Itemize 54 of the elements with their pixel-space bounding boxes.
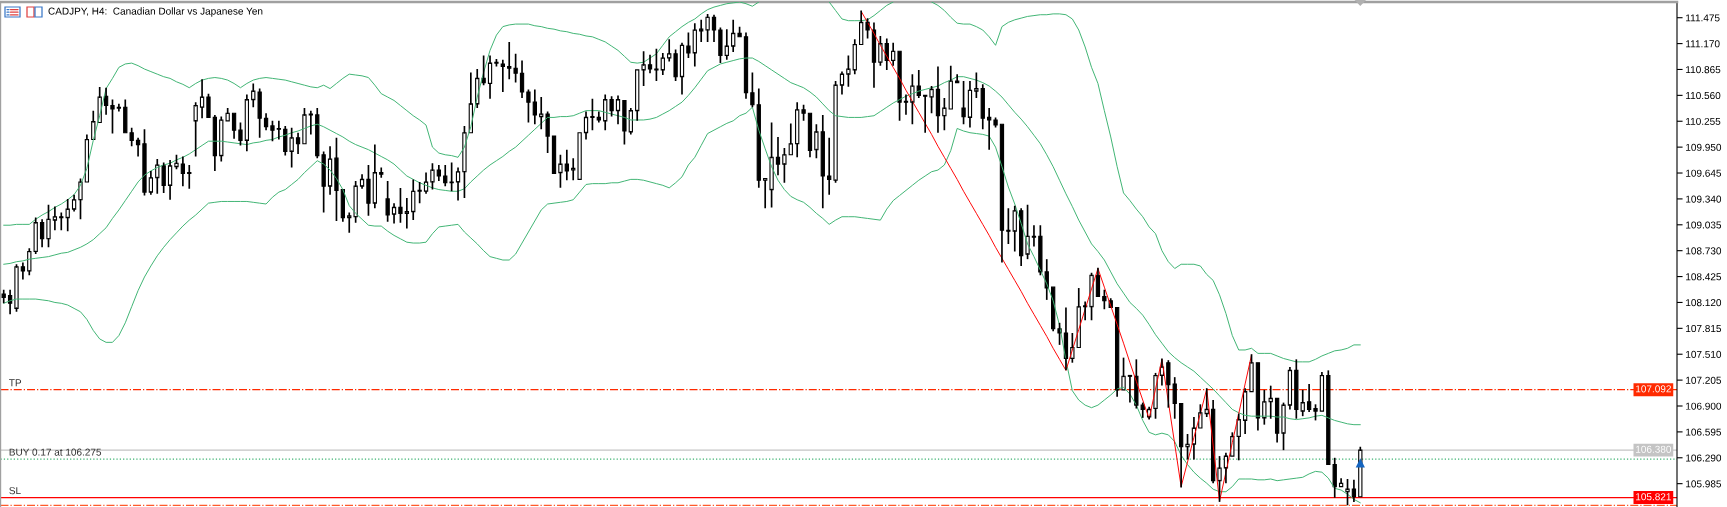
candlestick [334,137,339,221]
candlestick [1,289,6,304]
y-tick-label: 109.645 [1686,169,1722,177]
annotation: 107.092 [1636,385,1671,393]
text: CADJPY, H4: Canadian Dollar vs Japanese Yen [48,7,263,17]
candlestick [1319,372,1325,412]
y-tick-label: 108.425 [1686,273,1722,281]
candlestick [487,55,493,99]
candlestick [577,132,582,180]
candlestick [820,114,825,209]
y-tick-label: 110.560 [1686,92,1721,100]
y-tick-label: 109.035 [1686,221,1722,229]
y-tick-label: 107.815 [1686,324,1722,333]
y-tick-label: 105.985 [1686,480,1722,488]
candlestick [852,39,857,75]
annotation: 106.380 [1636,445,1672,453]
candlestick [1095,267,1101,298]
y-tick-label: 108.120 [1686,299,1722,307]
candlestick [206,93,211,118]
ref-line-label: SL [9,487,21,495]
candlestick [993,117,998,128]
y-tick-label: 108.730 [1686,247,1722,255]
ref-line-label: TP [9,379,22,387]
candlestick [244,94,250,152]
candlestick [859,10,864,45]
candlestick [1178,402,1184,488]
candlestick [635,69,640,121]
candlestick [948,65,953,110]
y-tick-label: 106.595 [1686,428,1722,436]
y-tick-label: 109.340 [1686,195,1722,203]
y-tick-label: 106.900 [1686,402,1722,410]
annotation: 105.821 [1636,493,1671,501]
y-tick-label: 111.475 [1686,14,1720,22]
candlestick [78,178,83,220]
candlestick [692,23,697,67]
line-series [3,57,1361,426]
candlestick [372,144,378,209]
candlestick [807,112,813,158]
candlestick [750,72,755,108]
y-tick-label: 110.865 [1686,66,1721,74]
candlestick [1287,366,1293,410]
y-tick-label: 106.290 [1686,454,1722,462]
y-tick-label: 107.510 [1686,350,1722,358]
candlestick [1255,362,1261,431]
candlestick [91,110,96,141]
y-tick-label: 109.950 [1686,143,1722,151]
candlestick [551,135,557,175]
y-tick-label: 111.170 [1686,40,1720,48]
ref-line-label: BUY 0.17 at 106.275 [9,448,102,456]
candlestick [526,89,531,123]
y-tick-label: 110.255 [1686,117,1721,125]
candlestick [193,102,198,157]
y-tick-label: 107.205 [1686,376,1722,384]
candlestick [14,264,19,312]
